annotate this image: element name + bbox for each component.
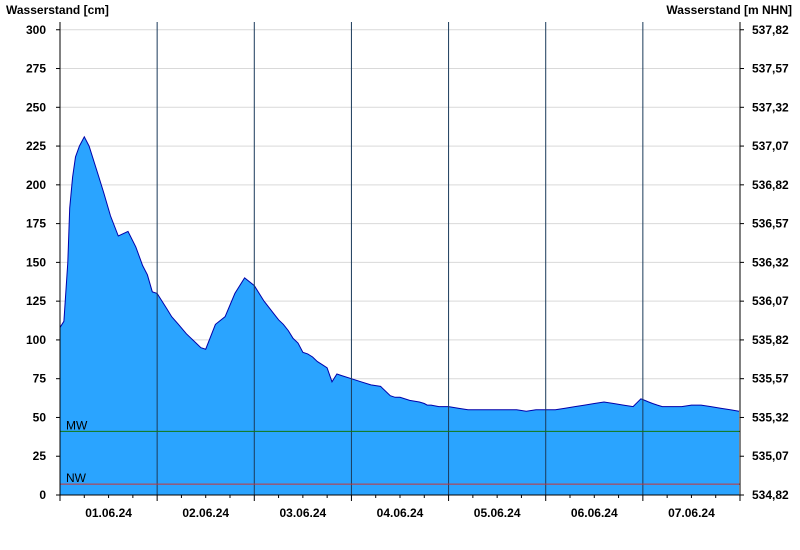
- y-tick-label-left: 50: [33, 410, 47, 424]
- y-tick-label-left: 225: [26, 139, 46, 153]
- x-tick-label: 07.06.24: [668, 506, 715, 520]
- y-tick-label-right: 536,82: [752, 178, 789, 192]
- y-tick-label-left: 275: [26, 62, 46, 76]
- y-tick-label-right: 535,82: [752, 333, 789, 347]
- x-tick-label: 04.06.24: [377, 506, 424, 520]
- y-tick-label-left: 75: [33, 372, 47, 386]
- reference-label-mw: MW: [66, 418, 88, 432]
- y-tick-label-right: 537,07: [752, 139, 789, 153]
- y-tick-label-right: 537,32: [752, 100, 789, 114]
- x-tick-label: 03.06.24: [279, 506, 326, 520]
- y-tick-label-left: 25: [33, 449, 47, 463]
- water-level-line: [59, 135, 740, 412]
- reference-label-nw: NW: [66, 471, 87, 485]
- y-tick-label-right: 536,57: [752, 217, 789, 231]
- plot-area: [59, 135, 740, 496]
- y-ticks-right: 534,82 535,07 535,32 535,57 535,82 536,07 536,…: [740, 23, 789, 502]
- water-level-area: [60, 136, 740, 496]
- y-tick-label-left: 100: [26, 333, 46, 347]
- y-tick-label-right: 536,32: [752, 255, 789, 269]
- y-tick-label-right: 535,07: [752, 449, 789, 463]
- y-tick-label-right: 534,82: [752, 488, 789, 502]
- y-axis-right-label: Wasserstand [m NHN]: [666, 3, 792, 17]
- y-axis-left-label: Wasserstand [cm]: [6, 3, 109, 17]
- y-tick-label-right: 537,82: [752, 23, 789, 37]
- x-tick-label: 06.06.24: [571, 506, 618, 520]
- x-ticks: 01.06.24 02.06.24 03.06.24 04.06.24 05.06.24…: [59, 495, 741, 520]
- y-tick-label-left: 300: [26, 23, 46, 37]
- y-tick-label-left: 200: [26, 178, 46, 192]
- y-tick-label-left: 175: [26, 217, 46, 231]
- y-tick-label-right: 536,07: [752, 294, 789, 308]
- reference-lines: MW NW: [60, 418, 740, 485]
- day-separator-lines: [156, 22, 644, 495]
- y-tick-label-left: 250: [26, 100, 46, 114]
- y-tick-label-right: 535,32: [752, 410, 789, 424]
- y-ticks-left: 0 25 50 75 100 125 150 175 200 225 250 275 300: [26, 23, 60, 502]
- y-tick-label-left: 150: [26, 255, 46, 269]
- y-tick-label-right: 537,57: [752, 62, 789, 76]
- x-tick-label: 01.06.24: [85, 506, 132, 520]
- y-tick-label-left: 125: [26, 294, 46, 308]
- y-tick-label-left: 0: [39, 488, 46, 502]
- y-tick-label-right: 535,57: [752, 372, 789, 386]
- x-tick-label: 02.06.24: [182, 506, 229, 520]
- x-tick-label: 05.06.24: [474, 506, 521, 520]
